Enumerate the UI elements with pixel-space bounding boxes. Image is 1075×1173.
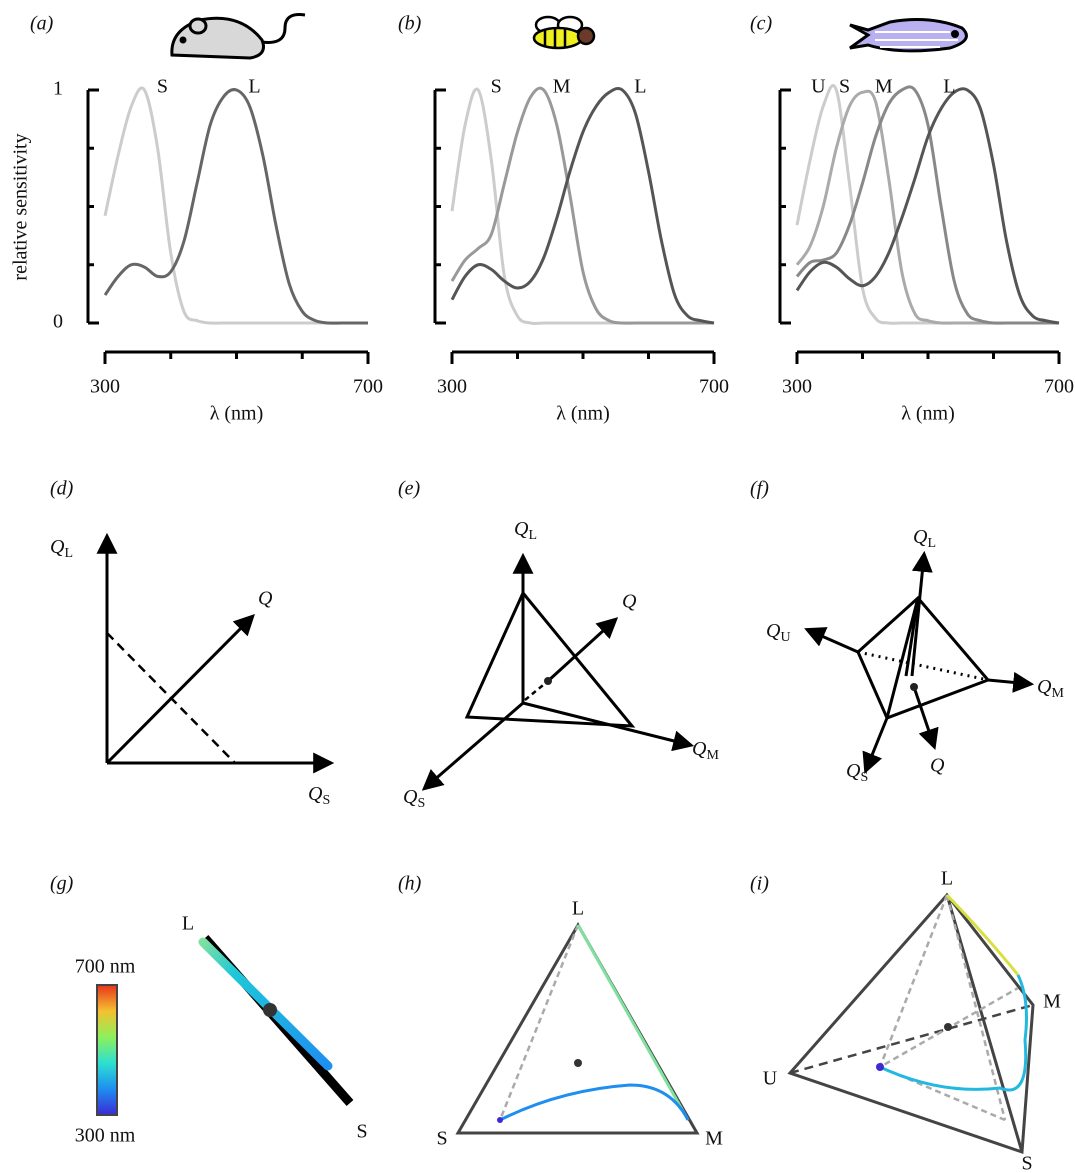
vertex-label: S: [356, 1121, 367, 1143]
axis-subscript: S: [322, 793, 330, 808]
curve-label: S: [839, 76, 850, 98]
axis-subscript: U: [780, 630, 790, 645]
vertex-label: S: [436, 1128, 447, 1150]
axis-subscript: M: [1051, 686, 1064, 701]
axis-symbol: Q: [403, 786, 418, 808]
curve-label: L: [634, 76, 646, 98]
axis-symbol: Q: [1037, 676, 1052, 698]
panel-label: (g): [50, 873, 74, 895]
diagram-g: [198, 935, 354, 1106]
panel-label: (c): [750, 13, 773, 35]
axis-label: QS: [308, 783, 330, 809]
vertex-label: M: [1043, 991, 1061, 1013]
axis-symbol: Q: [308, 783, 323, 805]
axis-subscript: S: [417, 796, 425, 811]
vertex-label: U: [763, 1068, 778, 1090]
vertex-label: L: [941, 868, 953, 890]
y-axis-label: relative sensitivity: [10, 133, 32, 280]
x-tick-label: 700: [699, 376, 729, 398]
x-axis-label: λ (nm): [210, 403, 264, 425]
x-tick-label: 700: [1044, 376, 1074, 398]
axis-subscript: S: [860, 770, 868, 785]
sensitivity-curve: [103, 86, 368, 325]
diagram-f: [804, 550, 1035, 774]
axis-label: QS: [403, 786, 425, 812]
vector-label: Q: [930, 755, 945, 777]
curve-label: M: [553, 76, 571, 98]
fish-icon: [849, 18, 968, 53]
sensitivity-curve: [795, 85, 1059, 325]
axis-subscript: L: [528, 528, 537, 543]
diagram-i: [787, 892, 1035, 1155]
x-tick-label: 300: [782, 376, 812, 398]
axis-label: QL: [50, 536, 73, 562]
axis-subscript: L: [927, 536, 936, 551]
sensitivity-curve: [103, 88, 368, 325]
axis-symbol: Q: [50, 536, 65, 558]
colorbar-label: 300 nm: [75, 1125, 136, 1147]
vertex-label: L: [182, 913, 194, 935]
axis-label: QL: [913, 526, 936, 552]
y-tick-label: 0: [53, 311, 63, 333]
axis-symbol: Q: [913, 526, 928, 548]
panel-label: (d): [50, 478, 74, 500]
vector-label: Q: [258, 588, 273, 610]
sensitivity-curve: [450, 86, 715, 325]
curve-label: S: [491, 76, 502, 98]
panel-label: (f): [750, 478, 769, 500]
x-tick-label: 300: [437, 376, 467, 398]
panel-label: (h): [398, 873, 422, 895]
vertex-label: S: [1021, 1153, 1032, 1173]
axis-subscript: M: [706, 748, 719, 763]
axis-symbol: Q: [846, 760, 861, 782]
axis-subscript: L: [64, 546, 73, 561]
panel-label: (b): [398, 13, 422, 35]
colorbar-label: 700 nm: [75, 956, 136, 978]
curve-label: L: [248, 76, 260, 98]
sensitivity-curve: [450, 87, 714, 326]
x-axis-label: λ (nm): [901, 403, 955, 425]
axis-label: QS: [846, 760, 868, 786]
curve-label: L: [943, 76, 955, 98]
y-tick-label: 1: [53, 78, 63, 100]
axis-label: QL: [514, 518, 537, 544]
x-tick-label: 300: [90, 376, 120, 398]
bee-icon: [532, 15, 596, 50]
vertex-label: M: [705, 1128, 723, 1150]
axis-symbol: Q: [514, 518, 529, 540]
vector-label: Q: [622, 591, 637, 613]
panel-label: (a): [30, 13, 54, 35]
axis-symbol: Q: [766, 620, 781, 642]
diagram-h: [455, 921, 700, 1135]
panel-label: (e): [398, 478, 421, 500]
curve-label: U: [811, 76, 826, 98]
diagram-d: [96, 532, 335, 774]
axis-label: QM: [692, 738, 719, 764]
diagram-e: [421, 552, 695, 791]
curve-label: S: [157, 76, 168, 98]
axis-label: QU: [766, 620, 791, 646]
panel-label: (i): [750, 873, 769, 895]
axis-symbol: Q: [692, 738, 707, 760]
colorbar: [96, 984, 118, 1116]
sensitivity-curve: [795, 87, 1060, 325]
mouse-icon: [170, 13, 306, 60]
axis-label: QM: [1037, 676, 1064, 702]
x-tick-label: 700: [353, 376, 383, 398]
vertex-label: L: [572, 898, 584, 920]
sensitivity-curve: [450, 86, 714, 325]
x-axis-label: λ (nm): [556, 403, 610, 425]
curve-label: M: [875, 76, 893, 98]
